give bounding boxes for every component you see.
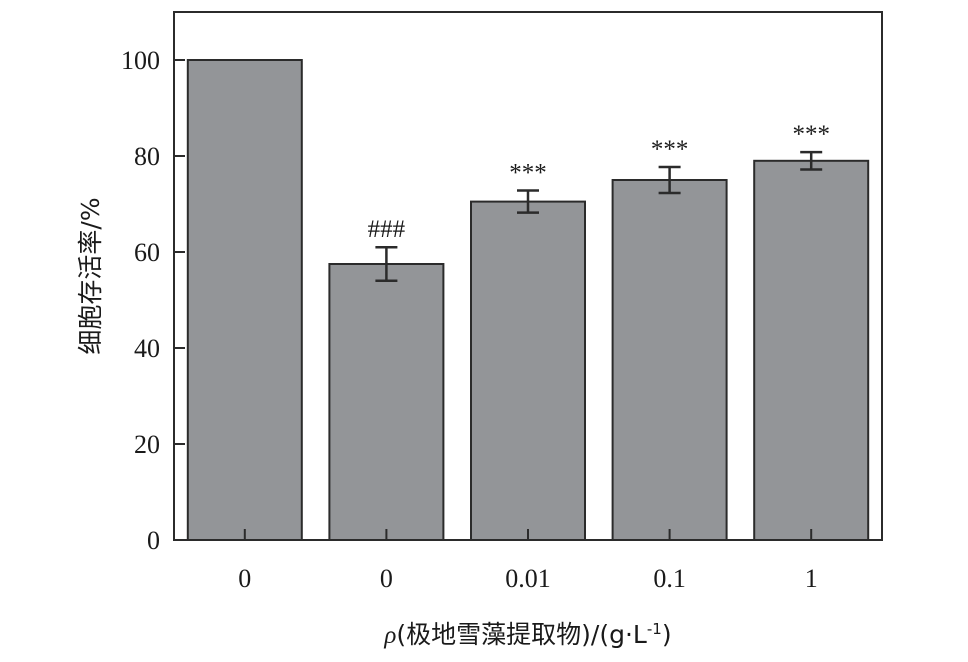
bar-1 [186,59,303,541]
y-tick-label-20: 20 [134,430,160,459]
bar-3 [470,200,586,541]
x-axis-title-suffix: ) [662,620,672,649]
bars-layer [186,59,870,542]
significance-label-3: *** [509,160,547,187]
y-axis-title: 细胞存活率/% [76,197,105,354]
x-tick-label-3: 0.01 [505,564,551,593]
x-axis-title-text: (极地雪藻提取物)/(g·L [396,620,646,649]
error-bar-2 [375,245,398,283]
y-tick-label-100: 100 [121,46,160,75]
error-bars-layer [375,150,823,283]
y-tick-label-40: 40 [134,334,160,363]
bar-2 [328,263,445,541]
x-tick-label-2: 0 [380,564,393,593]
bar-4 [611,179,728,541]
significance-label-4: *** [651,136,689,163]
x-axis-title-symbol: ρ [383,622,396,649]
annotations-layer: ### *** *** *** [368,121,830,243]
x-tick-label-1: 0 [238,564,251,593]
error-bar-4 [658,165,681,195]
significance-label-2: ### [368,216,406,243]
x-axis-title: ρ(极地雪藻提取物)/(g·L-1) [383,620,671,649]
x-tick-label-5: 1 [805,564,818,593]
y-tick-label-80: 80 [134,142,160,171]
x-tick-label-4: 0.1 [653,564,686,593]
error-bar-5 [800,150,823,171]
bar-5 [753,159,870,542]
x-axis-title-superscript: -1 [647,620,662,638]
y-tick-label-60: 60 [134,238,160,267]
significance-label-5: *** [792,121,830,148]
x-axis: 0 0 0.01 0.1 1 [238,529,818,593]
error-bar-3 [517,189,539,214]
y-tick-label-0: 0 [147,526,160,555]
y-axis: 0 20 40 60 80 100 [121,46,185,555]
